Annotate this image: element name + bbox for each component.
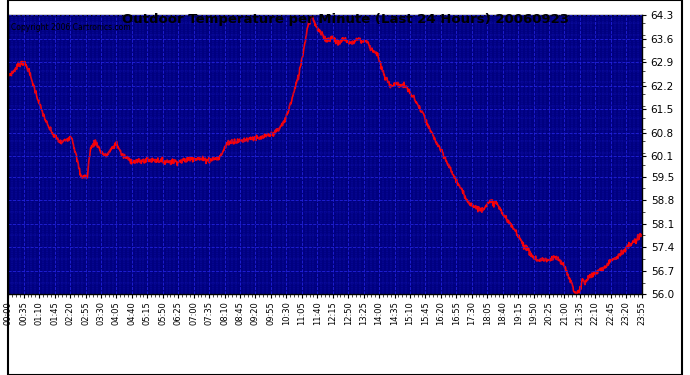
Text: Copyright 2006 Cartronics.com: Copyright 2006 Cartronics.com — [12, 23, 131, 32]
Text: Outdoor Temperature per Minute (Last 24 Hours) 20060923: Outdoor Temperature per Minute (Last 24 … — [121, 13, 569, 26]
